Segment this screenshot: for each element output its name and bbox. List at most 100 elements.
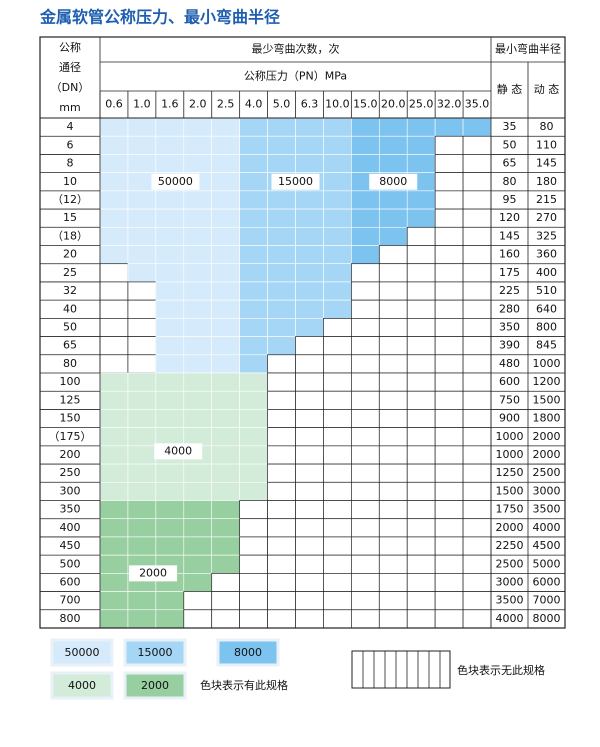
unavailable-cell xyxy=(406,500,436,520)
static-radius: 120 xyxy=(499,211,520,224)
unavailable-cell xyxy=(378,427,408,447)
available-cell xyxy=(323,245,352,265)
unavailable-cell xyxy=(462,226,492,246)
unavailable-cell xyxy=(462,336,492,356)
available-cell xyxy=(127,226,157,246)
unavailable-cell xyxy=(295,445,324,465)
dn-value: 100 xyxy=(60,375,81,388)
unavailable-cell xyxy=(462,318,492,337)
unavailable-cell xyxy=(406,245,436,265)
unavailable-cell xyxy=(183,591,213,611)
unavailable-cell xyxy=(434,263,464,283)
dn-value: （175） xyxy=(49,430,92,443)
unavailable-cell xyxy=(99,336,129,356)
available-cell xyxy=(155,481,185,501)
static-radius: 50 xyxy=(503,138,517,151)
unavailable-cell xyxy=(295,390,324,410)
dn-value: 125 xyxy=(60,393,81,406)
available-cell xyxy=(155,518,185,538)
available-cell xyxy=(211,172,240,192)
unavailable-cell xyxy=(323,554,352,574)
static-radius: 1750 xyxy=(496,503,524,516)
unavailable-cell xyxy=(462,573,492,592)
unavailable-cell xyxy=(295,463,324,483)
unavailable-cell xyxy=(434,536,464,556)
available-cell xyxy=(183,554,213,574)
unavailable-cell xyxy=(406,609,436,629)
unavailable-cell xyxy=(323,427,352,447)
pressure-title: 公称压力（PN）MPa xyxy=(244,69,347,83)
available-cell xyxy=(99,245,129,265)
pressure-header: 35.0 xyxy=(465,98,490,111)
unavailable-cell xyxy=(351,536,380,556)
unavailable-cell xyxy=(378,354,408,374)
available-cell xyxy=(211,299,240,319)
unavailable-cell xyxy=(406,281,436,301)
unavailable-cell xyxy=(378,554,408,574)
available-cell xyxy=(351,208,380,228)
available-cell xyxy=(323,172,352,192)
pressure-header: 10.0 xyxy=(325,98,350,111)
legend-hatch xyxy=(351,650,451,689)
unavailable-cell xyxy=(267,554,296,574)
available-cell xyxy=(351,226,380,246)
unavailable-cell xyxy=(406,390,436,410)
available-cell xyxy=(99,591,129,611)
available-cell xyxy=(239,372,268,392)
available-cell xyxy=(351,135,380,155)
static-radius: 2500 xyxy=(496,557,524,570)
unavailable-cell xyxy=(295,609,324,629)
available-cell xyxy=(127,117,157,137)
unavailable-cell xyxy=(462,609,492,629)
unavailable-cell xyxy=(378,372,408,392)
available-cell xyxy=(239,318,268,337)
available-cell xyxy=(295,190,324,210)
available-cell xyxy=(211,318,240,337)
unavailable-cell xyxy=(351,554,380,574)
static-radius: 390 xyxy=(499,339,520,352)
available-cell xyxy=(155,336,185,356)
unavailable-cell xyxy=(211,609,240,629)
available-cell xyxy=(406,117,436,137)
zone-label: 15000 xyxy=(278,175,313,188)
available-cell xyxy=(183,208,213,228)
static-radius: 1000 xyxy=(496,448,524,461)
unavailable-cell xyxy=(295,372,324,392)
unavailable-cell xyxy=(378,390,408,410)
available-cell xyxy=(295,117,324,137)
unavailable-cell xyxy=(351,372,380,392)
static-radius: 80 xyxy=(503,175,517,188)
zone-label-box xyxy=(151,173,200,190)
available-cell xyxy=(239,281,268,301)
unavailable-cell xyxy=(462,372,492,392)
available-cell xyxy=(127,245,157,265)
unavailable-cell xyxy=(127,354,157,374)
available-cell xyxy=(211,117,240,137)
dn-header: 通径 xyxy=(59,61,81,74)
dynamic-radius: 7000 xyxy=(533,594,561,607)
unavailable-cell xyxy=(434,409,464,428)
available-cell xyxy=(183,263,213,283)
available-cell xyxy=(155,372,185,392)
available-cell xyxy=(378,154,408,173)
unavailable-cell xyxy=(434,591,464,611)
pressure-header: 6.3 xyxy=(301,98,319,111)
pressure-header: 32.0 xyxy=(437,98,462,111)
unavailable-cell xyxy=(127,281,157,301)
unavailable-cell xyxy=(462,554,492,574)
pressure-header: 0.6 xyxy=(105,98,123,111)
available-cell xyxy=(462,117,492,137)
available-cell xyxy=(127,591,157,611)
unavailable-cell xyxy=(378,536,408,556)
unavailable-cell xyxy=(434,190,464,210)
available-cell xyxy=(99,372,129,392)
dn-value: 800 xyxy=(60,612,81,625)
available-cell xyxy=(99,154,129,173)
unavailable-cell xyxy=(434,135,464,155)
available-cell xyxy=(127,208,157,228)
unavailable-cell xyxy=(267,463,296,483)
available-cell xyxy=(155,536,185,556)
legend-label: 2000 xyxy=(141,679,169,692)
available-cell xyxy=(99,226,129,246)
unavailable-cell xyxy=(434,354,464,374)
